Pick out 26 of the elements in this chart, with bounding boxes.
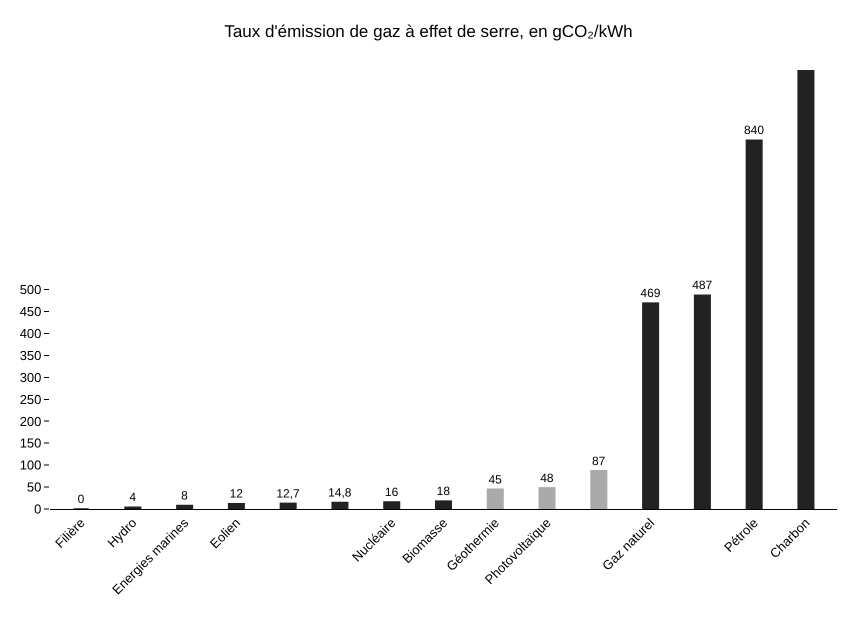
y-tick-label: 500 xyxy=(20,282,42,298)
y-tick-label: 300 xyxy=(20,370,42,385)
y-tick-label: 400 xyxy=(20,326,42,341)
data-label: 45 xyxy=(488,472,502,486)
y-tick-label: 0 xyxy=(34,502,42,517)
data-label: 469 xyxy=(640,286,661,300)
data-label: 14,8 xyxy=(328,486,352,500)
data-label: 8 xyxy=(181,488,188,502)
y-tick-label: 150 xyxy=(20,436,42,451)
data-label: 12,7 xyxy=(276,486,300,500)
data-label: 840 xyxy=(744,123,764,138)
data-label: 12 xyxy=(230,486,244,501)
y-tick-label: 50 xyxy=(26,480,42,495)
y-tick-label: 100 xyxy=(20,458,42,473)
data-label: 18 xyxy=(436,484,450,498)
chart-title: Taux d'émission de gaz à effet de serre, en gCO₂/kWh xyxy=(224,22,633,42)
data-label: 16 xyxy=(384,484,399,499)
y-tick-label: 350 xyxy=(20,348,42,363)
data-label: 0 xyxy=(78,492,85,506)
data-label: 48 xyxy=(540,470,554,485)
y-tick-label: 250 xyxy=(20,392,42,407)
data-label: 4 xyxy=(129,490,136,504)
y-tick-label: 450 xyxy=(20,304,42,319)
data-label: 487 xyxy=(692,278,713,292)
data-label: 87 xyxy=(592,454,606,468)
y-tick-label: 200 xyxy=(20,414,42,429)
